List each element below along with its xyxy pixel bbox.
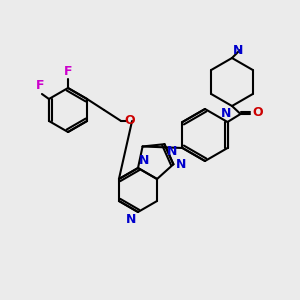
Text: N: N: [167, 145, 177, 158]
Text: N: N: [233, 44, 243, 57]
Text: N: N: [220, 107, 231, 120]
Text: N: N: [126, 213, 136, 226]
Text: O: O: [125, 115, 135, 128]
Text: O: O: [253, 106, 263, 119]
Text: N: N: [176, 158, 186, 171]
Text: F: F: [64, 65, 72, 78]
Text: N: N: [139, 154, 149, 167]
Text: F: F: [36, 79, 44, 92]
